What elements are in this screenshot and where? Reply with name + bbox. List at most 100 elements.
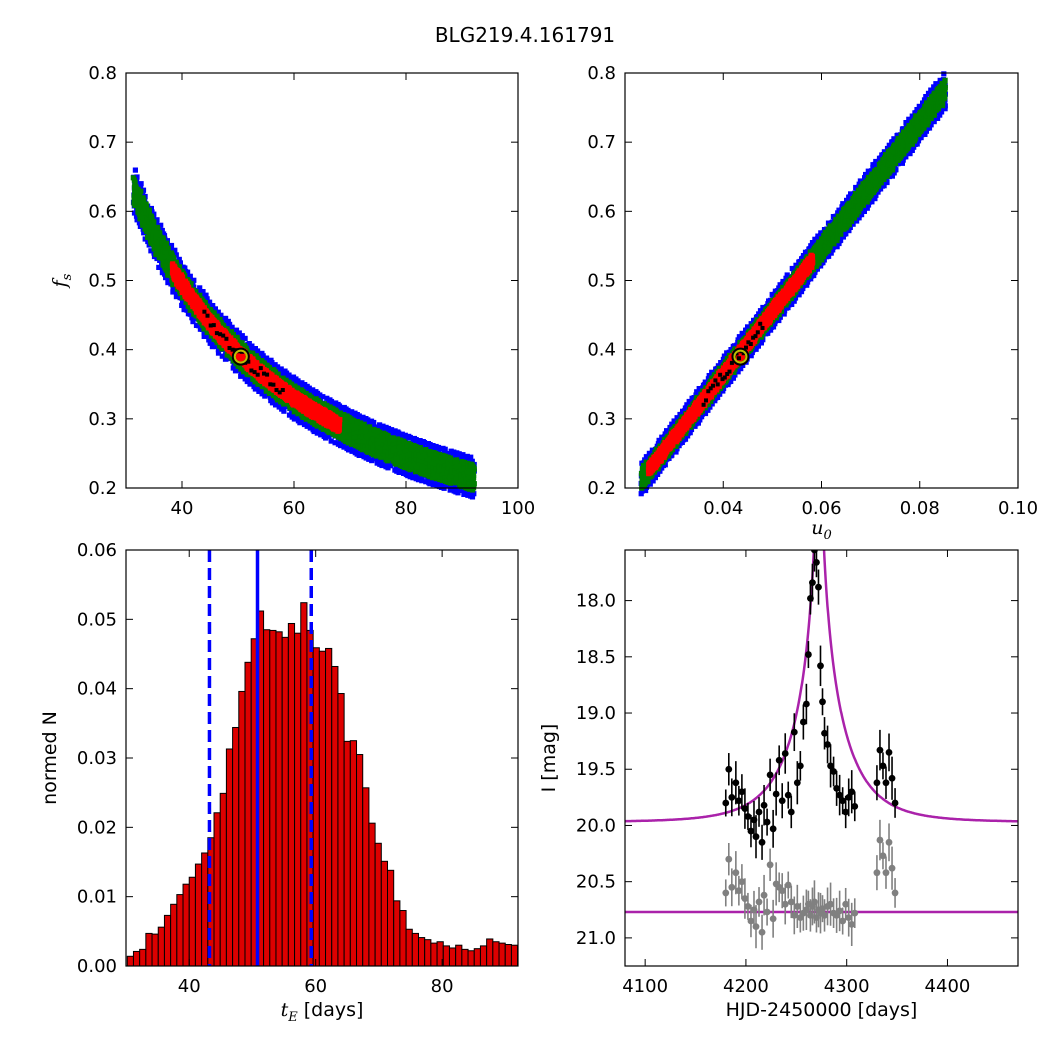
contour-outer-cell [196, 323, 202, 329]
contour-outer-cell [279, 369, 285, 375]
contour-outer-cell [695, 420, 701, 426]
figure-title: BLG219.4.161791 [435, 23, 615, 47]
contour-outer-cell [260, 353, 266, 359]
contour-mid-cell [130, 175, 136, 181]
contour-outer-cell [379, 462, 385, 469]
contour-outer-cell [684, 402, 690, 408]
contour-outer-cell [709, 369, 715, 375]
contour-mid-cell [157, 230, 163, 236]
contour-mid-cell [137, 193, 143, 199]
contour-outer-cell [238, 370, 244, 376]
contour-mid-cell [417, 445, 423, 451]
contour-outer-cell [140, 187, 147, 193]
contour-outer-cell [236, 330, 242, 336]
contour-outer-cell [225, 318, 231, 324]
contour-outer-cell [158, 222, 164, 228]
contour-mid-cell [361, 421, 367, 427]
contour-mid-cell [211, 310, 217, 316]
contour-outer-cell [656, 437, 662, 443]
contour-outer-cell [138, 181, 144, 187]
contour-mid-cell [217, 316, 223, 323]
contour-outer-cell [396, 430, 402, 436]
contour-mid-cell [289, 381, 295, 387]
contour-outer-cell [255, 348, 261, 354]
contour-outer-cell [444, 483, 450, 489]
contour-mid-cell [133, 184, 139, 190]
contour-outer-cell [396, 469, 402, 475]
contour-outer-cell [342, 442, 348, 448]
contour-outer-cell [356, 413, 362, 419]
contour-outer-cell [346, 447, 352, 453]
contour-outer-cell [380, 423, 386, 429]
contour-mid-cell [383, 436, 389, 442]
contour-outer-cell [356, 452, 362, 458]
contour-outer-cell [297, 420, 303, 426]
contour-outer-cell [349, 448, 355, 454]
contour-outer-cell [299, 383, 305, 389]
contour-mid-cell [173, 259, 179, 265]
x-tick-label: 100 [501, 498, 535, 519]
contour-outer-cell [365, 417, 371, 423]
chain-point [265, 372, 270, 377]
contour-mid-cell [272, 369, 278, 375]
contour-outer-cell [172, 247, 178, 253]
contour-outer-cell [652, 475, 658, 481]
contour-inner-cell [171, 263, 177, 269]
contour-outer-cell [247, 378, 253, 384]
contour-mid-cell [397, 437, 404, 443]
contour-outer-cell [451, 449, 457, 455]
contour-outer-cell [413, 472, 419, 479]
contour-outer-cell [410, 475, 416, 481]
contour-outer-cell [281, 408, 287, 414]
chain-point [221, 333, 226, 338]
contour-outer-cell [210, 303, 216, 309]
contour-outer-cell [659, 434, 665, 440]
chain-point [271, 382, 276, 387]
chain-point [274, 388, 279, 392]
contour-mid-cell [143, 201, 149, 207]
contour-outer-cell [278, 366, 284, 372]
contour-outer-cell [135, 181, 141, 187]
contour-outer-cell [170, 286, 176, 292]
contour-outer-cell [257, 387, 264, 393]
contour-outer-cell [337, 439, 343, 445]
contour-mid-cell [327, 404, 333, 410]
contour-outer-cell [370, 423, 376, 429]
contour-outer-cell [249, 343, 255, 349]
contour-outer-cell [421, 440, 428, 446]
contour-outer-cell [264, 355, 270, 361]
contour-outer-cell [156, 264, 162, 270]
contour-outer-cell [179, 302, 185, 308]
contour-mid-cell [266, 364, 272, 371]
contour-outer-cell [219, 353, 225, 359]
contour-outer-cell [227, 321, 233, 327]
contour-outer-cell [669, 421, 675, 427]
contour-outer-cell [215, 347, 221, 353]
contour-mid-cell [423, 447, 429, 453]
contour-outer-cell [201, 330, 207, 336]
contour-outer-cell [234, 331, 240, 337]
contour-outer-cell [207, 299, 213, 305]
contour-outer-cell [385, 425, 392, 432]
contour-outer-cell [456, 451, 462, 457]
contour-outer-cell [244, 378, 250, 385]
contour-mid-cell [261, 360, 267, 366]
contour-mid-cell [193, 288, 199, 295]
contour-outer-cell [415, 477, 422, 483]
contour-mid-cell [295, 385, 301, 391]
contour-mid-cell [367, 424, 373, 430]
contour-outer-cell [402, 432, 408, 438]
contour-outer-cell [468, 454, 474, 460]
contour-mid-cell [199, 296, 205, 302]
contour-outer-cell [247, 381, 253, 387]
contour-outer-cell [418, 474, 425, 481]
contour-outer-cell [338, 443, 344, 449]
contour-mid-cell [243, 345, 249, 351]
contour-outer-cell [332, 440, 338, 446]
contour-mid-cell [442, 453, 448, 459]
contour-outer-cell [706, 373, 712, 379]
chain-point [211, 323, 216, 328]
contour-outer-cell [210, 340, 216, 346]
contour-mid-cell [401, 439, 408, 445]
contour-outer-cell [430, 482, 436, 488]
